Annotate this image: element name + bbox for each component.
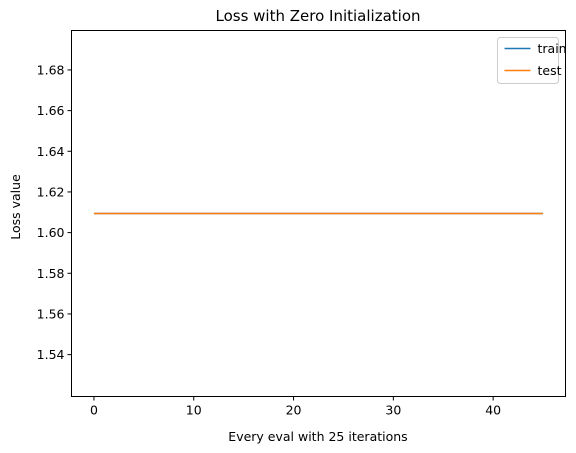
y-tick-label: 1.60 xyxy=(37,225,65,240)
x-tick-label: 20 xyxy=(286,403,302,418)
legend-label-test: test xyxy=(538,63,562,78)
y-tick-label: 1.66 xyxy=(37,103,65,118)
y-axis-label: Loss value xyxy=(8,174,23,240)
x-axis-label: Every eval with 25 iterations xyxy=(228,429,407,444)
y-tick-label: 1.58 xyxy=(37,266,65,281)
x-ticks: 0 10 20 30 40 xyxy=(90,396,501,418)
x-tick-label: 40 xyxy=(485,403,501,418)
legend-label-train: train xyxy=(538,41,567,56)
y-tick-label: 1.56 xyxy=(37,306,65,321)
chart-title: Loss with Zero Initialization xyxy=(215,7,420,25)
x-tick-label: 0 xyxy=(90,403,98,418)
y-tick-label: 1.62 xyxy=(37,184,65,199)
y-tick-label: 1.68 xyxy=(37,62,65,77)
x-tick-label: 10 xyxy=(186,403,202,418)
legend: train test xyxy=(497,37,567,84)
plot-frame xyxy=(71,30,566,397)
y-ticks: 1.54 1.56 1.58 1.60 1.62 1.64 1.66 1.68 xyxy=(37,62,72,362)
y-tick-label: 1.54 xyxy=(37,347,65,362)
x-tick-label: 30 xyxy=(385,403,401,418)
y-tick-label: 1.64 xyxy=(37,144,65,159)
